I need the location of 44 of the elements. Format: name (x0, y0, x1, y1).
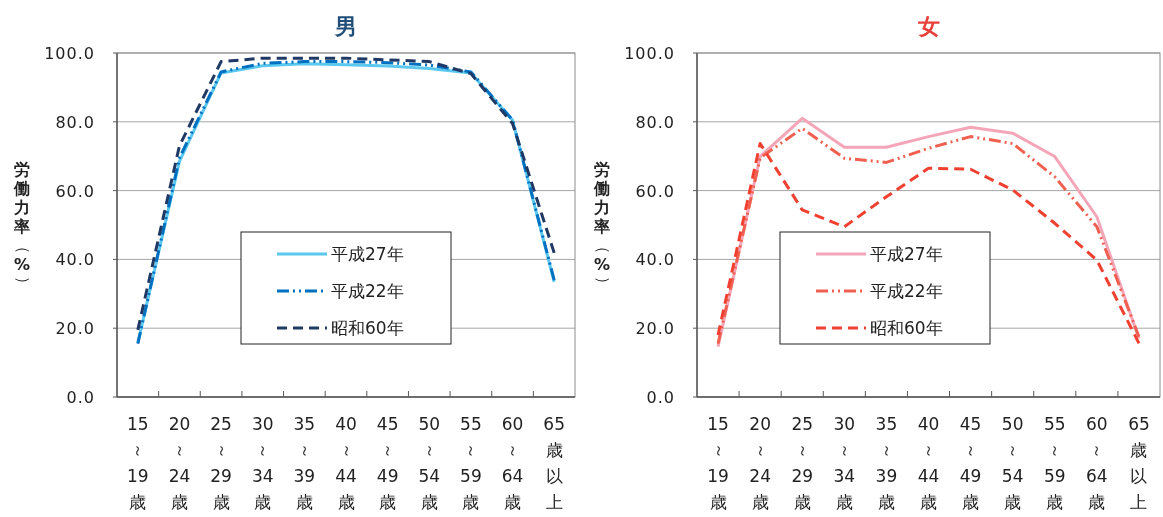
y-tick-label: 40.0 (55, 250, 95, 270)
y-tick-label: 80.0 (635, 112, 675, 132)
x-tick-label: 60～64歳 (1086, 414, 1108, 512)
x-tick-label: 65歳以上 (543, 414, 565, 512)
x-tick-label: 40～44歳 (335, 414, 357, 512)
x-tick-label: 50～54歳 (418, 414, 441, 512)
x-tick-label: 30～34歳 (251, 414, 274, 512)
x-tick-label: 60～64歳 (501, 414, 524, 512)
legend-label: 平成27年 (331, 244, 404, 264)
legend-label: 平成22年 (870, 281, 943, 301)
x-tick-label: 30～34歳 (833, 414, 856, 512)
x-tick-label: 50～54歳 (1001, 414, 1024, 512)
y-tick-label: 60.0 (635, 181, 675, 201)
y-tick-label: 60.0 (55, 181, 95, 201)
y-axis-title: 労働力率（%） (13, 160, 33, 292)
y-tick-label: 40.0 (635, 250, 675, 270)
x-tick-label: 25～29歳 (210, 414, 232, 512)
y-tick-label: 0.0 (646, 388, 675, 407)
x-tick-label: 15～19歳 (127, 414, 149, 512)
x-tick-label: 45～49歳 (959, 414, 982, 512)
x-tick-label: 65歳以上 (1128, 414, 1150, 512)
x-tick-label: 45～49歳 (376, 414, 399, 512)
legend-label: 平成22年 (331, 281, 404, 301)
x-tick-label: 55～59歳 (1043, 414, 1066, 512)
legend-label: 平成27年 (870, 244, 943, 264)
x-tick-label: 40～44歳 (917, 414, 940, 512)
x-tick-label: 20～24歳 (749, 414, 771, 512)
legend-label: 昭和60年 (331, 318, 404, 338)
y-tick-label: 0.0 (66, 388, 95, 407)
y-tick-label: 100.0 (44, 44, 95, 63)
x-tick-label: 25～29歳 (791, 414, 814, 512)
y-tick-label: 20.0 (55, 319, 95, 339)
y-tick-label: 20.0 (635, 319, 675, 339)
y-axis-title: 労働力率（%） (593, 160, 613, 292)
y-tick-label: 100.0 (624, 44, 675, 63)
y-tick-label: 80.0 (55, 112, 95, 132)
x-tick-label: 15～19歳 (707, 414, 729, 512)
chart-title: 男 (334, 14, 357, 39)
chart-title: 女 (916, 14, 940, 39)
x-tick-label: 35～39歳 (293, 414, 316, 512)
x-tick-label: 35～39歳 (875, 414, 898, 512)
x-tick-label: 20～24歳 (168, 414, 191, 512)
x-tick-label: 55～59歳 (460, 414, 482, 512)
legend-label: 昭和60年 (870, 318, 943, 338)
